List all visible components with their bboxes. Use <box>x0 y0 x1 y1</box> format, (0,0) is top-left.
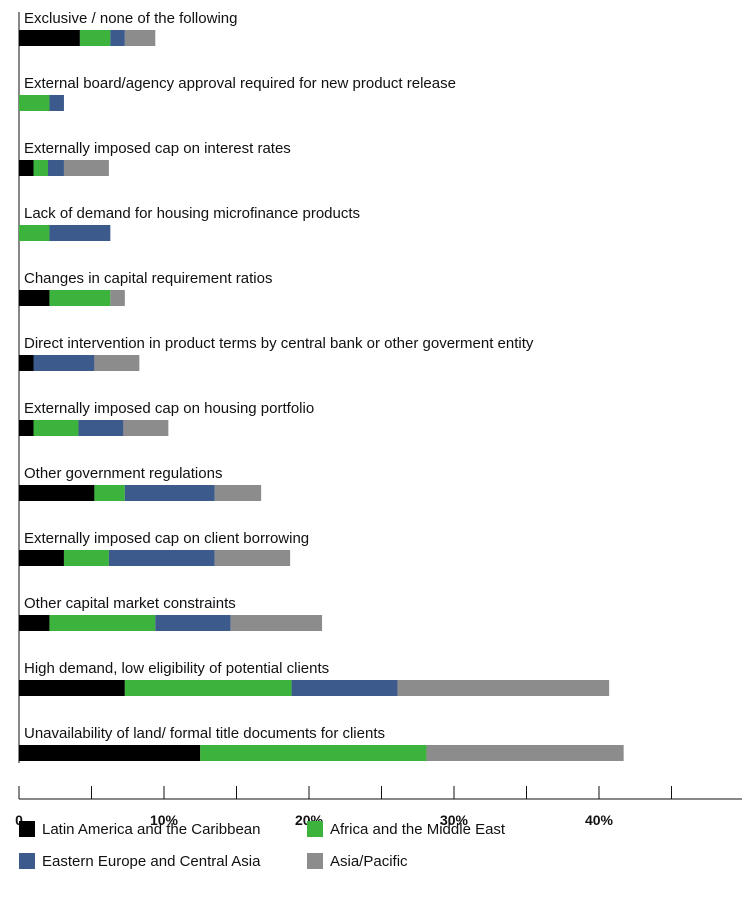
legend-label: Asia/Pacific <box>330 853 408 870</box>
bar-segment <box>155 615 231 631</box>
bar-segment <box>94 485 125 501</box>
bar-segment <box>230 615 323 631</box>
bar-segment <box>63 160 109 176</box>
category-label: Externally imposed cap on interest rates <box>24 140 291 157</box>
legend-swatch <box>307 853 323 869</box>
legend-swatch <box>19 853 35 869</box>
bar-segment <box>94 355 140 371</box>
bar-segment <box>426 745 624 761</box>
bar-segment <box>19 680 125 696</box>
category-label: Exclusive / none of the following <box>24 10 237 27</box>
bar-segment <box>110 290 125 306</box>
legend-swatch <box>19 821 35 837</box>
bar-segment <box>200 745 427 761</box>
bar-segment <box>19 95 50 111</box>
category-label: Other capital market constraints <box>24 595 236 612</box>
bar-segment <box>49 615 156 631</box>
legend-label: Latin America and the Caribbean <box>42 821 260 838</box>
bar-segment <box>19 225 50 241</box>
category-label: Other government regulations <box>24 465 222 482</box>
bar-segment <box>214 485 262 501</box>
x-tick-label: 30% <box>440 812 469 828</box>
bar-segment <box>397 680 610 696</box>
category-label: Externally imposed cap on client borrowi… <box>24 530 309 547</box>
category-label: Changes in capital requirement ratios <box>24 270 272 287</box>
x-tick-label: 40% <box>585 812 614 828</box>
bar-segment <box>19 550 64 566</box>
category-label: Externally imposed cap on housing portfo… <box>24 400 314 417</box>
category-label: Direct intervention in product terms by … <box>24 335 534 352</box>
bar-segment <box>19 485 95 501</box>
x-tick-label: 0 <box>15 812 23 828</box>
bar-segment <box>49 95 64 111</box>
bar-segment <box>214 550 291 566</box>
category-label: External board/agency approval required … <box>24 75 456 92</box>
category-label: Lack of demand for housing microfinance … <box>24 205 360 222</box>
bar-segment <box>33 355 95 371</box>
bar-segment <box>108 550 215 566</box>
bar-segment <box>19 355 34 371</box>
bar-segment <box>48 160 64 176</box>
legend-label: Eastern Europe and Central Asia <box>42 853 261 870</box>
legend-label: Africa and the Middle East <box>330 821 506 838</box>
bar-segment <box>124 680 292 696</box>
bar-segment <box>19 745 201 761</box>
bar-segment <box>78 420 124 436</box>
bar-segment <box>123 420 169 436</box>
x-tick-label: 10% <box>150 812 179 828</box>
bar-segment <box>19 420 34 436</box>
bar-segment <box>49 225 111 241</box>
bar-segment <box>33 420 79 436</box>
bar-segment <box>291 680 398 696</box>
bar-segment <box>19 30 80 46</box>
legend-swatch <box>307 821 323 837</box>
category-label: Unavailability of land/ formal title doc… <box>24 725 385 742</box>
bar-segment <box>79 30 111 46</box>
bar-segment <box>124 30 156 46</box>
bar-segment <box>19 290 50 306</box>
bar-segment <box>124 485 215 501</box>
bar-segment <box>19 160 34 176</box>
bar-segment <box>49 290 111 306</box>
bar-segment <box>33 160 48 176</box>
bar-segment <box>19 615 50 631</box>
bar-segment <box>110 30 125 46</box>
bar-segment <box>63 550 109 566</box>
category-label: High demand, low eligibility of potentia… <box>24 660 329 677</box>
